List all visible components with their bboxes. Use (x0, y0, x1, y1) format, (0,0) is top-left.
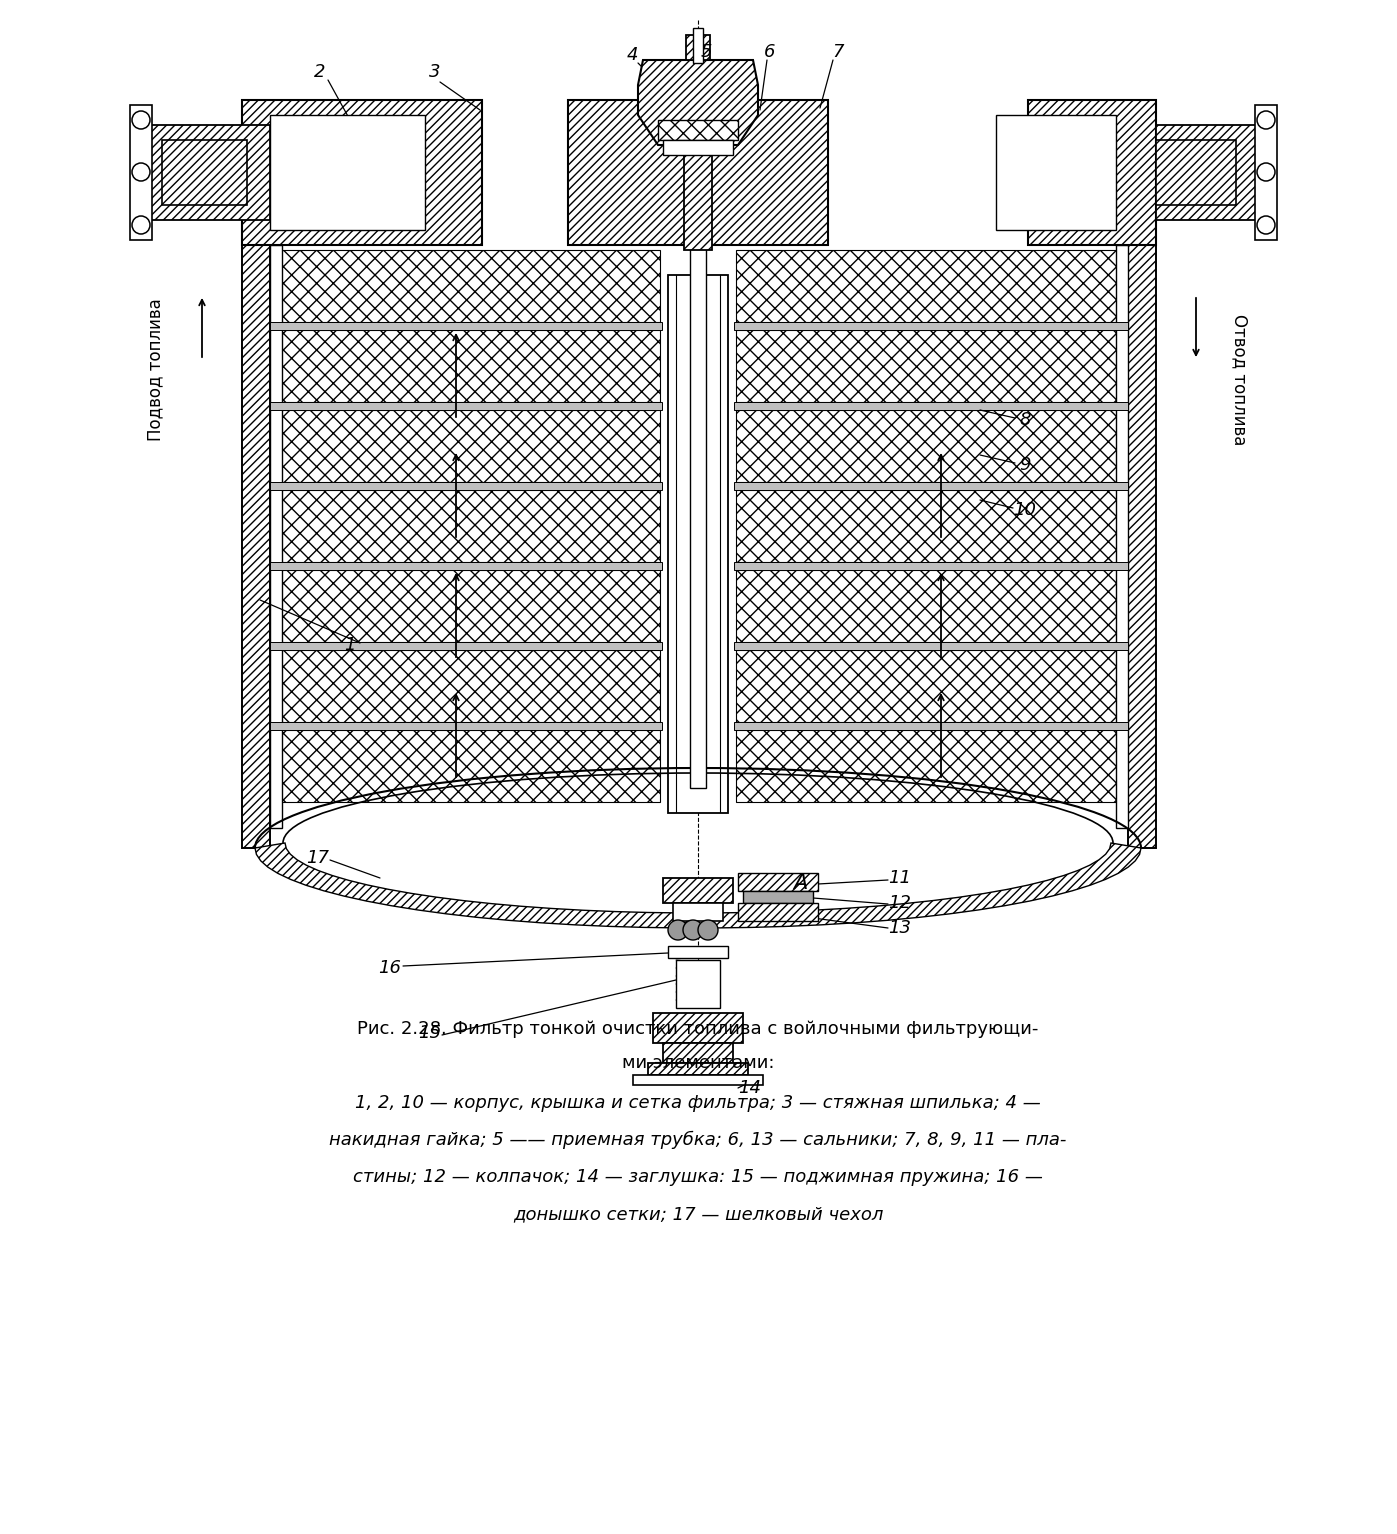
Circle shape (683, 920, 703, 940)
Bar (1116, 245, 1127, 828)
Bar (652, 1012, 743, 1043)
Bar (733, 643, 1127, 650)
Bar (736, 489, 1126, 561)
Bar (668, 946, 728, 959)
Bar (676, 960, 719, 1008)
Bar (736, 250, 1126, 322)
Bar (736, 650, 1126, 723)
Text: ми элементами:: ми элементами: (622, 1054, 774, 1072)
Text: 13: 13 (888, 919, 911, 937)
Bar (270, 245, 282, 828)
Text: 15: 15 (419, 1025, 441, 1042)
Text: 1, 2, 10 — корпус, крышка и сетка фильтра; 3 — стяжная шпилька; 4 —: 1, 2, 10 — корпус, крышка и сетка фильтр… (355, 1094, 1041, 1112)
Bar (272, 730, 659, 802)
Text: Рис. 2.28. Фильтр тонкой очистки топлива с войлочными фильтрующи-: Рис. 2.28. Фильтр тонкой очистки топлива… (358, 1020, 1039, 1039)
Bar (673, 904, 724, 920)
Bar (130, 104, 152, 239)
Bar (733, 402, 1127, 410)
Circle shape (698, 920, 718, 940)
Text: 16: 16 (379, 959, 401, 977)
Bar (686, 35, 710, 60)
Text: 9: 9 (1020, 456, 1031, 474)
Text: A: A (793, 873, 807, 893)
Bar (743, 891, 813, 904)
Polygon shape (638, 60, 759, 146)
Bar (162, 140, 247, 206)
Text: 6: 6 (764, 43, 775, 61)
Text: 8: 8 (1020, 411, 1031, 430)
Bar (1155, 140, 1236, 206)
Circle shape (1257, 163, 1275, 181)
Bar (1255, 104, 1277, 239)
Bar (664, 877, 733, 904)
Bar (690, 235, 705, 788)
Bar (668, 275, 728, 813)
Text: стины; 12 — колпачок; 14 — заглушка: 15 — поджимная пружина; 16 —: стины; 12 — колпачок; 14 — заглушка: 15 … (353, 1167, 1044, 1186)
Bar (736, 330, 1126, 402)
Text: донышко сетки; 17 — шелковый чехол: донышко сетки; 17 — шелковый чехол (513, 1206, 883, 1223)
Bar (270, 402, 662, 410)
Text: 17: 17 (306, 848, 330, 867)
Text: Подвод топлива: Подвод топлива (147, 299, 163, 442)
Bar (272, 330, 659, 402)
Text: 11: 11 (888, 868, 911, 887)
Circle shape (131, 110, 149, 129)
Bar (270, 482, 662, 489)
Text: 12: 12 (888, 894, 911, 913)
Bar (272, 571, 659, 643)
Circle shape (131, 216, 149, 235)
Bar (733, 561, 1127, 571)
Text: накидная гайка; 5 —— приемная трубка; 6, 13 — сальники; 7, 8, 9, 11 — пла-: накидная гайка; 5 —— приемная трубка; 6,… (330, 1131, 1067, 1149)
Bar (693, 28, 703, 63)
Bar (648, 1063, 747, 1075)
Bar (270, 643, 662, 650)
Text: 4: 4 (626, 46, 638, 64)
Bar (733, 482, 1127, 489)
Bar (270, 322, 662, 330)
Text: 2: 2 (314, 63, 326, 81)
Bar (272, 650, 659, 723)
Bar (270, 115, 425, 230)
Bar (664, 140, 733, 155)
Bar (270, 723, 662, 730)
Text: 14: 14 (739, 1078, 761, 1097)
Bar (996, 115, 1116, 230)
Bar (736, 410, 1126, 482)
Circle shape (1257, 216, 1275, 235)
Bar (242, 100, 482, 245)
Bar (733, 322, 1127, 330)
Bar (1127, 245, 1155, 848)
Bar (272, 410, 659, 482)
Bar (272, 489, 659, 561)
Bar (145, 124, 270, 219)
Bar (242, 245, 270, 848)
Bar (1028, 100, 1155, 245)
Bar (685, 146, 712, 250)
Text: 7: 7 (833, 43, 844, 61)
Bar (1155, 124, 1261, 219)
Bar (664, 1043, 733, 1063)
Bar (270, 561, 662, 571)
Bar (736, 730, 1126, 802)
Polygon shape (256, 844, 1141, 928)
Bar (275, 140, 374, 206)
Bar (569, 100, 828, 245)
Bar (736, 571, 1126, 643)
Bar (733, 723, 1127, 730)
Circle shape (668, 920, 687, 940)
Text: 10: 10 (1013, 502, 1037, 518)
Bar (658, 120, 738, 140)
Text: 5: 5 (700, 43, 711, 61)
Text: Отвод топлива: Отвод топлива (1231, 314, 1249, 446)
Bar (633, 1075, 763, 1085)
Circle shape (131, 163, 149, 181)
Text: 1: 1 (344, 637, 356, 653)
Bar (738, 904, 819, 920)
Bar (272, 250, 659, 322)
Bar (738, 873, 819, 891)
Text: 3: 3 (429, 63, 440, 81)
Circle shape (1257, 110, 1275, 129)
